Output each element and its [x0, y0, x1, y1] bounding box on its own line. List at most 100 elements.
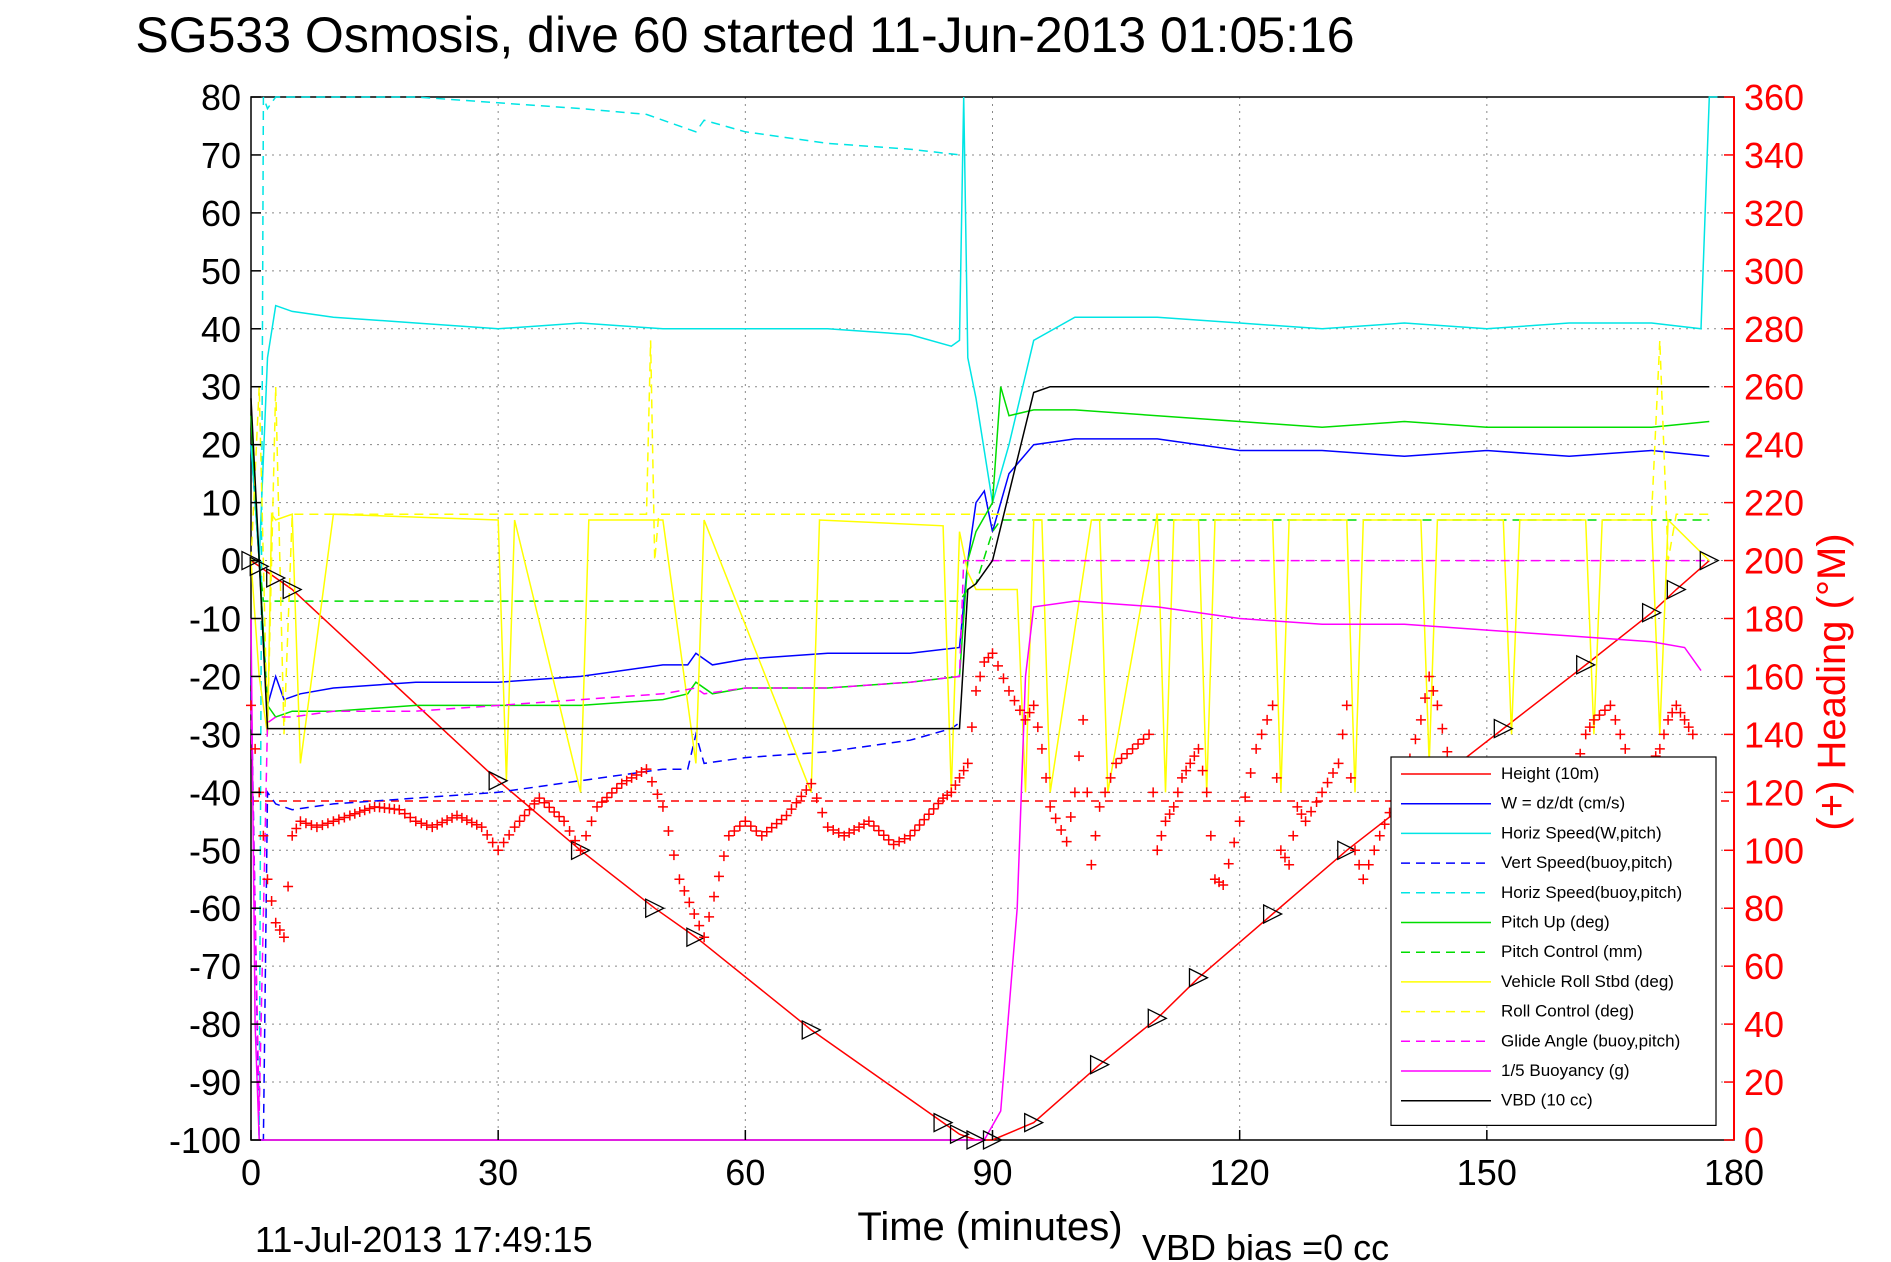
y-right-tick-label: 160	[1744, 656, 1804, 697]
heading-marker	[1156, 830, 1167, 841]
heading-marker	[1229, 837, 1240, 848]
series-line-roll-control-deg	[250, 340, 1710, 735]
heading-marker	[539, 797, 550, 808]
heading-marker	[349, 808, 360, 819]
heading-marker	[1133, 739, 1144, 750]
heading-marker	[657, 801, 668, 812]
x-tick-label: 30	[478, 1152, 518, 1193]
y-left-tick-label: -10	[189, 599, 241, 640]
heading-marker	[928, 803, 939, 814]
heading-marker	[306, 820, 317, 831]
heading-marker	[822, 822, 833, 833]
heading-marker	[487, 837, 498, 848]
heading-marker	[544, 802, 555, 813]
heading-marker	[833, 827, 844, 838]
y-left-tick-label: 50	[201, 251, 241, 292]
heading-marker	[606, 787, 617, 798]
heading-marker	[504, 829, 515, 840]
y-left-tick-label: -100	[169, 1120, 241, 1161]
height-marker	[1493, 718, 1514, 739]
y-left-tick-label: 30	[201, 367, 241, 408]
heading-marker	[493, 845, 504, 856]
heading-marker	[652, 789, 663, 800]
heading-marker	[437, 817, 448, 828]
heading-marker	[250, 743, 261, 754]
legend-label: Vehicle Roll Stbd (deg)	[1501, 972, 1674, 991]
heading-marker	[1074, 751, 1085, 762]
heading-marker	[534, 793, 545, 804]
x-axis-label: Time (minutes)	[857, 1205, 1122, 1249]
heading-marker	[1432, 700, 1443, 711]
heading-marker	[262, 874, 273, 885]
heading-marker	[689, 909, 700, 920]
y-left-tick-label: -40	[189, 772, 241, 813]
height-marker	[488, 770, 509, 791]
heading-marker	[1620, 743, 1631, 754]
heading-marker	[359, 805, 370, 816]
heading-marker	[1234, 816, 1245, 827]
heading-marker	[1599, 705, 1610, 716]
heading-marker	[1061, 836, 1072, 847]
heading-marker	[975, 671, 986, 682]
heading-marker	[729, 825, 740, 836]
heading-marker	[1658, 729, 1669, 740]
height-marker	[1262, 903, 1284, 925]
heading-markers	[246, 648, 1698, 943]
heading-marker	[1442, 746, 1453, 757]
y-right-tick-label: 320	[1744, 193, 1804, 234]
series-line-pitch-up-deg	[250, 386, 1710, 718]
heading-marker	[1306, 806, 1317, 817]
heading-marker	[1003, 685, 1014, 696]
heading-marker	[529, 798, 540, 809]
heading-marker	[1078, 714, 1089, 725]
y-right-tick-label: 300	[1744, 251, 1804, 292]
heading-marker	[873, 825, 884, 836]
heading-marker	[923, 809, 934, 820]
heading-marker	[1317, 787, 1328, 798]
heading-marker	[1267, 700, 1278, 711]
heading-marker	[1056, 824, 1067, 835]
heading-marker	[679, 885, 690, 896]
heading-marker	[1032, 722, 1043, 733]
height-marker	[282, 579, 303, 600]
heading-marker	[962, 758, 973, 769]
heading-marker	[1410, 734, 1421, 745]
legend-label: Horiz Speed(W,pitch)	[1501, 823, 1662, 842]
legend-label: Glide Angle (buoy,pitch)	[1501, 1031, 1680, 1050]
y-left-tick-label: -90	[189, 1062, 241, 1103]
heading-marker	[1594, 710, 1605, 721]
heading-marker	[592, 801, 603, 812]
heading-marker	[1164, 809, 1175, 820]
heading-marker	[704, 911, 715, 922]
heading-marker	[1275, 845, 1286, 856]
height-marker	[1337, 840, 1358, 861]
heading-marker	[1588, 714, 1599, 725]
y-right-tick-label: 100	[1744, 830, 1804, 871]
heading-marker	[258, 830, 269, 841]
heading-marker	[1675, 707, 1686, 718]
heading-marker	[1428, 685, 1439, 696]
heading-marker	[432, 819, 443, 830]
heading-marker	[1100, 787, 1111, 798]
legend-label: 1/5 Buoyancy (g)	[1501, 1061, 1630, 1080]
heading-marker	[524, 804, 535, 815]
heading-marker	[451, 810, 462, 821]
heading-marker	[328, 816, 339, 827]
heading-marker	[1300, 816, 1311, 827]
heading-marker	[751, 825, 762, 836]
heading-marker	[1262, 714, 1273, 725]
x-tick-label: 90	[972, 1152, 1012, 1193]
heading-marker	[1065, 811, 1076, 822]
legend-label: Height (10m)	[1501, 764, 1599, 783]
height-marker	[241, 550, 262, 571]
heading-marker	[1160, 816, 1171, 827]
heading-marker	[971, 685, 982, 696]
heading-marker	[646, 776, 657, 787]
heading-marker	[863, 816, 874, 827]
legend-label: Roll Control (deg)	[1501, 1002, 1634, 1021]
heading-marker	[291, 823, 302, 834]
heading-marker	[979, 656, 990, 667]
x-tick-label: 0	[241, 1152, 261, 1193]
chart-title: SG533 Osmosis, dive 60 started 11-Jun-20…	[135, 7, 1354, 63]
heading-marker	[1086, 859, 1097, 870]
